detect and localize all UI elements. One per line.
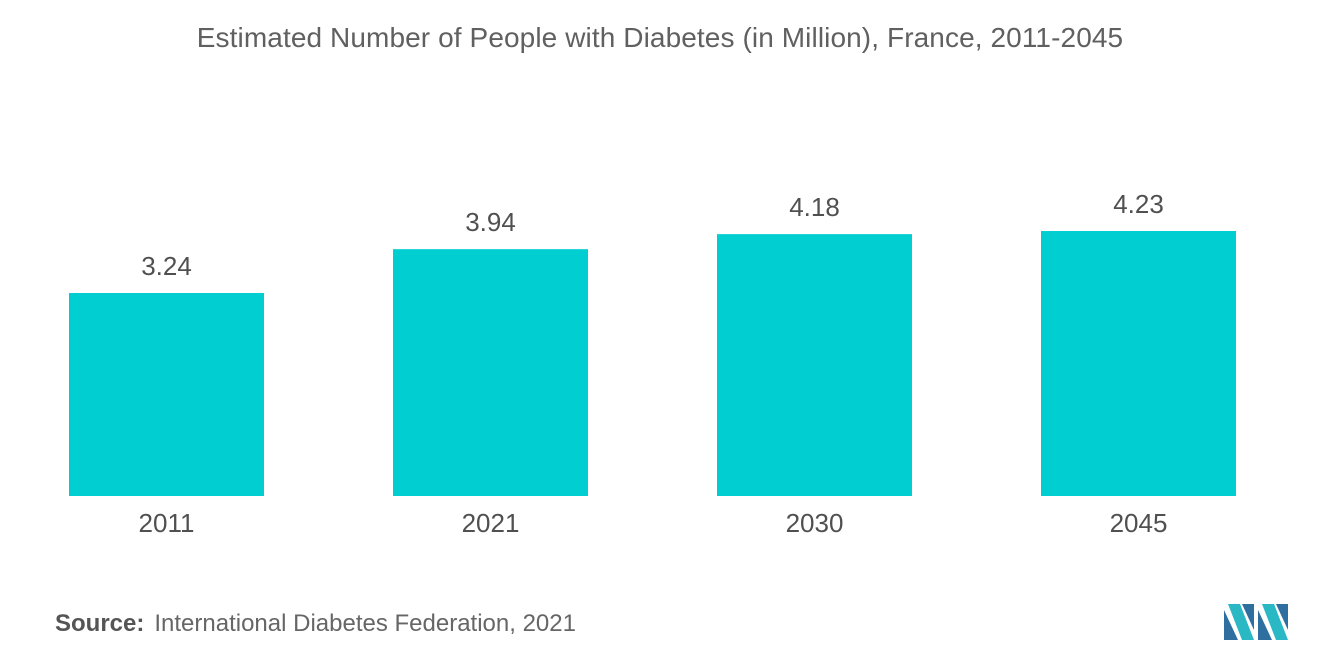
x-tick-label-2030: 2030 [786,508,844,538]
bar-2011 [69,293,264,496]
bars-group [69,231,1236,496]
bar-2021 [393,249,588,496]
x-tick-labels-group: 2011 2021 2030 2045 [139,508,1168,538]
x-tick-label-2021: 2021 [462,508,520,538]
chart-title: Estimated Number of People with Diabetes… [196,22,1124,53]
value-label-2045: 4.23 [1113,189,1164,219]
x-tick-label-2045: 2045 [1110,508,1168,538]
value-label-2011: 3.24 [141,251,192,281]
mordor-intelligence-logo-icon [1224,604,1288,640]
source-label: Source: [55,610,145,637]
source-note: Source: International Diabetes Federation… [55,610,576,638]
x-tick-label-2011: 2011 [139,508,195,538]
value-labels-group: 3.24 3.94 4.18 4.23 [141,189,1164,281]
bar-2045 [1041,231,1236,496]
source-text: International Diabetes Federation, 2021 [154,610,576,637]
value-label-2021: 3.94 [465,207,516,237]
value-label-2030: 4.18 [789,192,840,222]
bar-2030 [717,234,912,496]
